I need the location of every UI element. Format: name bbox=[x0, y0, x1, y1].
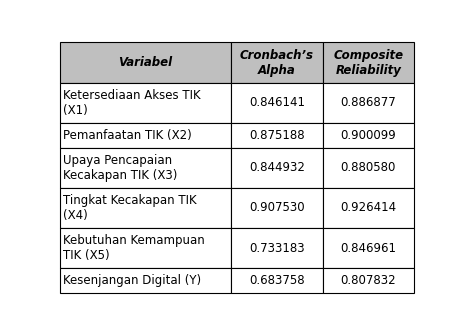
Bar bbox=[60, 269, 231, 293]
Bar bbox=[231, 42, 322, 83]
Bar bbox=[322, 147, 414, 188]
Text: 0.846961: 0.846961 bbox=[340, 242, 396, 255]
Bar bbox=[60, 228, 231, 269]
Bar bbox=[60, 123, 231, 147]
Text: 0.900099: 0.900099 bbox=[340, 129, 396, 142]
Bar bbox=[322, 42, 414, 83]
Text: Kesenjangan Digital (Y): Kesenjangan Digital (Y) bbox=[63, 274, 201, 287]
Bar bbox=[231, 188, 322, 228]
Text: Composite
Reliability: Composite Reliability bbox=[333, 48, 403, 77]
Bar bbox=[60, 42, 231, 83]
Bar bbox=[322, 269, 414, 293]
Text: 0.733183: 0.733183 bbox=[249, 242, 305, 255]
Text: Pemanfaatan TIK (X2): Pemanfaatan TIK (X2) bbox=[63, 129, 192, 142]
Bar bbox=[60, 147, 231, 188]
Text: Tingkat Kecakapan TIK
(X4): Tingkat Kecakapan TIK (X4) bbox=[63, 194, 197, 222]
Text: 0.807832: 0.807832 bbox=[340, 274, 396, 287]
Text: 0.886877: 0.886877 bbox=[340, 96, 396, 109]
Text: Upaya Pencapaian
Kecakapan TIK (X3): Upaya Pencapaian Kecakapan TIK (X3) bbox=[63, 154, 177, 182]
Text: 0.880580: 0.880580 bbox=[340, 161, 396, 174]
Bar bbox=[60, 83, 231, 123]
Bar bbox=[60, 188, 231, 228]
Text: Ketersediaan Akses TIK
(X1): Ketersediaan Akses TIK (X1) bbox=[63, 89, 201, 117]
Bar bbox=[322, 123, 414, 147]
Text: Variabel: Variabel bbox=[118, 56, 173, 69]
Text: 0.846141: 0.846141 bbox=[249, 96, 305, 109]
Bar bbox=[231, 147, 322, 188]
Text: 0.844932: 0.844932 bbox=[249, 161, 305, 174]
Bar bbox=[322, 228, 414, 269]
Text: 0.907530: 0.907530 bbox=[249, 202, 305, 214]
Bar bbox=[322, 188, 414, 228]
Text: 0.926414: 0.926414 bbox=[340, 202, 396, 214]
Bar bbox=[322, 83, 414, 123]
Text: Kebutuhan Kemampuan
TIK (X5): Kebutuhan Kemampuan TIK (X5) bbox=[63, 234, 205, 262]
Bar bbox=[231, 83, 322, 123]
Bar bbox=[231, 228, 322, 269]
Bar bbox=[231, 123, 322, 147]
Text: 0.683758: 0.683758 bbox=[249, 274, 305, 287]
Text: Cronbach’s
Alpha: Cronbach’s Alpha bbox=[240, 48, 314, 77]
Bar bbox=[231, 269, 322, 293]
Text: 0.875188: 0.875188 bbox=[249, 129, 305, 142]
